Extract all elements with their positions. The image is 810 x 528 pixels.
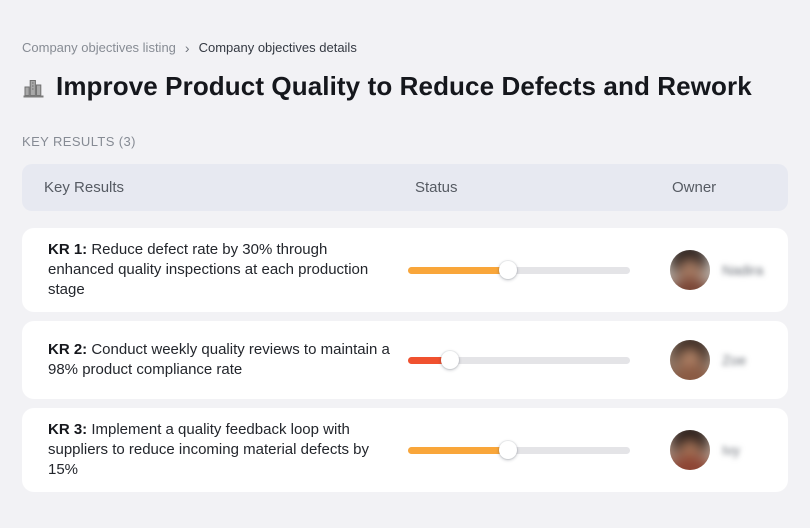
slider-track [408,356,630,364]
breadcrumb-details-current: Company objectives details [198,40,357,55]
kr-label: KR 3: [48,421,92,438]
key-result-text: KR 1: Reduce defect rate by 30% through … [22,228,408,312]
breadcrumb: Company objectives listing › Company obj… [22,40,788,55]
key-result-text: KR 2: Conduct weekly quality reviews to … [22,328,408,392]
key-results-list: KR 1: Reduce defect rate by 30% through … [22,228,788,492]
table-header: Key Results Status Owner [22,164,788,211]
owner-cell: Zoe [660,340,788,380]
owner-name: Zoe [722,352,747,368]
objective-details-page: Company objectives listing › Company obj… [22,40,788,492]
title-row: Improve Product Quality to Reduce Defect… [22,71,788,102]
column-header-owner: Owner [672,179,717,196]
breadcrumb-listing-link[interactable]: Company objectives listing [22,40,176,55]
slider-knob[interactable] [498,261,517,279]
key-results-count-label: KEY RESULTS (3) [22,134,136,149]
avatar [670,340,710,380]
status-cell [408,441,660,459]
slider-knob[interactable] [498,441,517,459]
buildings-icon [22,76,46,100]
slider-track [408,446,630,454]
key-result-text: KR 3: Implement a quality feedback loop … [22,408,408,492]
column-header-status: Status [415,179,458,196]
column-header-key-results: Key Results [44,179,125,196]
slider-fill [408,266,508,274]
slider-fill [408,446,508,454]
slider-fill [408,356,451,364]
kr-description: Conduct weekly quality reviews to mainta… [48,341,390,378]
avatar [670,250,710,290]
progress-slider[interactable] [408,261,630,279]
kr-label: KR 2: [48,341,92,358]
status-cell [408,351,660,369]
key-result-row-3[interactable]: KR 3: Implement a quality feedback loop … [22,408,788,492]
slider-knob[interactable] [441,351,460,369]
owner-name: Ivy [722,442,740,458]
owner-name: Nadira [722,262,764,278]
kr-description: Reduce defect rate by 30% through enhanc… [48,241,369,298]
progress-slider[interactable] [408,441,630,459]
owner-cell: Ivy [660,430,788,470]
progress-slider[interactable] [408,351,630,369]
kr-description: Implement a quality feedback loop with s… [48,421,369,478]
kr-label: KR 1: [48,241,92,258]
status-cell [408,261,660,279]
avatar [670,430,710,470]
owner-cell: Nadira [660,250,788,290]
key-result-row-2[interactable]: KR 2: Conduct weekly quality reviews to … [22,321,788,399]
slider-track [408,266,630,274]
key-result-row-1[interactable]: KR 1: Reduce defect rate by 30% through … [22,228,788,312]
page-title: Improve Product Quality to Reduce Defect… [56,71,752,101]
chevron-right-icon: › [184,40,190,56]
